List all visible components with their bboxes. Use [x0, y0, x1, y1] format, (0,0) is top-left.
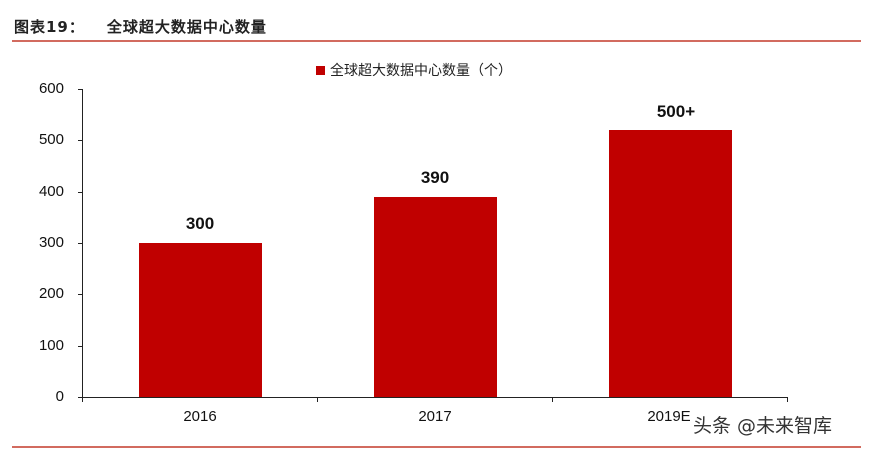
- y-tick: [78, 397, 82, 398]
- y-tick: [78, 294, 82, 295]
- bar-2016: [139, 243, 262, 397]
- data-label-2016: 300: [185, 214, 215, 233]
- x-label-2019e: 2019E: [647, 408, 691, 425]
- y-tick: [78, 140, 82, 141]
- legend-swatch: [316, 65, 325, 75]
- data-label-2017: 390: [420, 168, 450, 187]
- data-label-2019e: 500+: [656, 102, 696, 121]
- bottom-divider: [12, 446, 861, 448]
- x-tick: [82, 397, 83, 402]
- x-label-2017: 2017: [418, 408, 452, 425]
- y-tick: [78, 243, 82, 244]
- y-tick-label: 0: [55, 388, 64, 405]
- y-tick-label: 400: [38, 183, 64, 200]
- y-tick: [78, 89, 82, 90]
- y-tick-label: 200: [38, 285, 64, 302]
- y-tick-label: 100: [38, 337, 64, 354]
- x-tick: [317, 397, 318, 402]
- bar-2019e: [609, 130, 732, 397]
- legend-label: 全球超大数据中心数量（个）: [330, 63, 512, 79]
- figure-title-text: 全球超大数据中心数量: [106, 18, 267, 36]
- y-tick-label: 300: [38, 234, 64, 251]
- x-axis: [82, 397, 788, 398]
- bar-2017: [374, 197, 497, 397]
- chart-legend: 全球超大数据中心数量（个）: [316, 60, 512, 80]
- y-tick-label: 500: [38, 131, 64, 148]
- x-tick: [552, 397, 553, 402]
- figure-number: 图表19：: [14, 18, 85, 36]
- figure-title: 图表19： 全球超大数据中心数量: [14, 16, 267, 37]
- y-tick-label: 600: [38, 80, 64, 97]
- x-tick: [787, 397, 788, 402]
- y-tick: [78, 192, 82, 193]
- watermark: 头条 @未来智库: [693, 415, 833, 437]
- x-label-2016: 2016: [183, 408, 217, 425]
- title-divider: [12, 40, 861, 42]
- y-axis: [82, 89, 83, 398]
- y-tick: [78, 346, 82, 347]
